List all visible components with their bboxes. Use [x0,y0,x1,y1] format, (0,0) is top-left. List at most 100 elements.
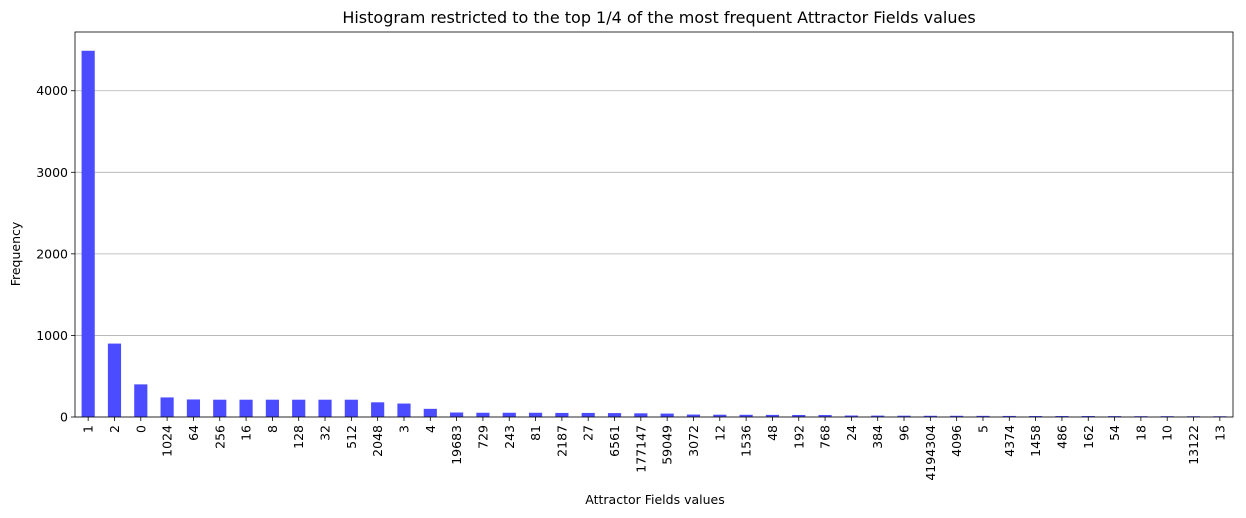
y-tick-label: 4000 [36,83,68,98]
x-tick-label: 0 [133,425,148,433]
bar-54 [1107,416,1122,417]
x-tick-label: 384 [870,425,885,449]
bar-24 [844,415,858,417]
x-tick-label: 768 [818,425,833,449]
bar-81 [528,412,543,417]
bar-96 [897,415,911,417]
x-axis-label: Attractor Fields values [585,492,724,507]
x-tick-label: 5 [975,425,990,433]
plot-frame [74,31,1234,418]
x-tick-label: 59049 [660,425,675,465]
bar-64 [186,399,201,417]
x-tick-label: 81 [528,425,543,441]
x-tick-label: 54 [1107,425,1122,441]
bar-0 [134,384,148,417]
x-tick-label: 4374 [1002,425,1017,457]
bar-192 [792,414,806,417]
x-tick-label: 13 [1212,425,1227,441]
bar-512 [344,399,358,417]
bar-12 [713,414,727,417]
x-tick-label: 6561 [607,425,622,457]
x-tick-label: 1458 [1028,425,1043,457]
y-tick-label: 0 [60,410,68,425]
x-tick-label: 2187 [554,425,569,457]
bar-8 [265,399,279,417]
y-tick-label: 1000 [36,328,68,343]
x-tick-label: 729 [475,425,490,449]
x-tick-label: 32 [318,425,333,441]
x-tick-label: 4096 [949,425,964,457]
x-tick-label: 2 [107,425,122,433]
x-axis-ticks: 1 2 0 1024 64 256 16 8 128 32 512 2048 3 4 19683 729 243… [81,417,1227,481]
bar-18 [1134,416,1148,417]
bar-48 [765,414,780,417]
x-tick-label: 2048 [370,425,385,457]
x-tick-label: 8 [265,425,280,433]
x-tick-label: 18 [1133,425,1148,441]
x-tick-label: 162 [1081,425,1096,449]
bar-486 [1055,416,1069,417]
x-tick-label: 12 [712,425,727,441]
bar-4 [423,408,437,417]
bar-256 [213,399,227,417]
x-tick-label: 256 [212,425,227,449]
y-tick-label: 3000 [36,165,68,180]
x-tick-label: 128 [291,425,306,449]
chart-title: Histogram restricted to the top 1/4 of t… [342,8,975,27]
x-tick-label: 486 [1054,425,1069,449]
bar-729 [476,412,490,417]
bar-19683 [450,412,464,417]
bar-384 [871,415,885,417]
bar-768 [818,415,832,417]
bars [81,50,1227,418]
bar-4374 [1002,415,1016,417]
x-tick-label: 27 [581,425,596,441]
bar-4194304 [923,415,937,417]
x-tick-label: 3 [396,425,411,433]
y-axis-label: Frequency [8,221,23,286]
x-tick-label: 48 [765,425,780,441]
x-tick-label: 24 [844,425,859,441]
x-tick-label: 1536 [739,425,754,457]
bar-6561 [607,413,622,417]
bar-59049 [660,413,674,417]
bar-5 [976,415,990,417]
x-tick-label: 13122 [1186,425,1201,465]
x-tick-label: 10 [1160,425,1175,441]
bar-3 [397,403,411,417]
x-tick-label: 512 [344,425,359,449]
bar-16 [239,399,253,417]
y-tick-label: 2000 [36,246,68,261]
bar-1536 [739,414,753,417]
x-tick-label: 1 [81,425,96,433]
bar-10 [1160,416,1174,417]
x-tick-label: 4 [423,425,438,433]
bar-2 [107,343,122,417]
bar-4096 [950,415,964,417]
x-tick-label: 3072 [686,425,701,457]
x-tick-label: 64 [186,425,201,441]
bar-1458 [1029,416,1043,417]
x-tick-label: 16 [239,425,254,441]
x-tick-label: 1024 [160,425,175,457]
x-tick-label: 19683 [449,425,464,465]
bar-2187 [555,412,569,417]
x-tick-label: 4194304 [923,425,938,481]
x-tick-label: 192 [791,425,806,449]
bar-177147 [634,413,648,417]
bar-128 [292,399,306,417]
y-gridlines [75,90,1233,418]
bar-243 [502,412,516,417]
bar-3072 [686,414,701,417]
bar-1 [81,50,95,418]
x-tick-label: 243 [502,425,517,449]
x-tick-label: 177147 [633,425,648,473]
bar-32 [318,399,332,417]
bar-1024 [160,397,174,417]
y-axis-ticks: 0 1000 2000 3000 4000 [36,83,75,425]
x-tick-label: 96 [897,425,912,441]
bar-162 [1081,416,1095,417]
bar-27 [581,412,595,417]
bar-2048 [371,402,385,417]
